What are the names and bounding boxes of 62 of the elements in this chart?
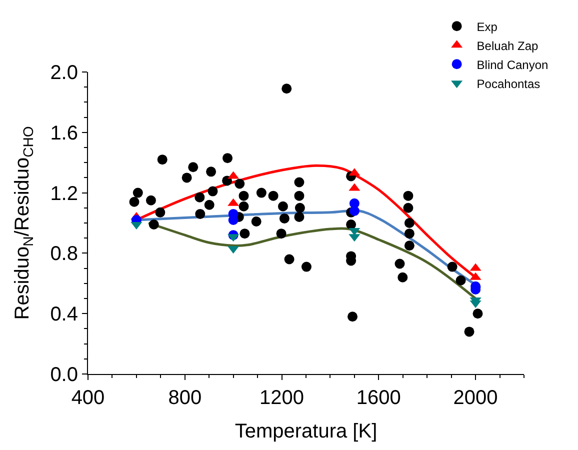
point xyxy=(294,190,304,201)
y-tick-label: 0.0 xyxy=(50,364,78,386)
x-tick-label: 2000 xyxy=(453,387,498,409)
point xyxy=(278,201,288,212)
point xyxy=(348,312,358,322)
point xyxy=(349,206,360,216)
point xyxy=(284,254,294,264)
point xyxy=(276,228,286,239)
point xyxy=(194,192,205,202)
legend-label: Exp xyxy=(476,20,498,34)
point xyxy=(301,262,312,272)
point xyxy=(195,208,206,219)
point xyxy=(472,308,483,319)
x-tick-label: 1200 xyxy=(260,387,304,409)
legend-label: Blind Canyon xyxy=(476,58,548,72)
point xyxy=(188,162,198,172)
point xyxy=(157,154,168,165)
point xyxy=(464,326,474,337)
point xyxy=(346,220,356,230)
x-tick-label: 1600 xyxy=(356,387,401,409)
point xyxy=(222,176,232,186)
point xyxy=(238,201,249,212)
point xyxy=(204,200,214,210)
y-tick-label: 1.6 xyxy=(50,122,78,144)
point xyxy=(155,207,166,218)
y-tick-label: 1.2 xyxy=(50,182,78,205)
point xyxy=(132,188,143,198)
point xyxy=(240,228,250,239)
x-tick-label: 800 xyxy=(168,387,202,409)
point xyxy=(238,190,249,201)
point xyxy=(294,202,305,213)
point xyxy=(404,218,414,228)
point xyxy=(206,166,216,177)
point xyxy=(403,202,414,213)
point xyxy=(208,186,218,196)
point xyxy=(456,275,466,286)
legend-label: Beluah Zap xyxy=(476,38,539,53)
point xyxy=(394,258,405,269)
point xyxy=(256,188,266,198)
point xyxy=(182,172,192,183)
point xyxy=(146,195,156,206)
point xyxy=(403,190,414,201)
point xyxy=(268,190,278,201)
point xyxy=(447,262,458,272)
legend-label: Pocahontas xyxy=(476,76,540,91)
y-tick-label: 0.4 xyxy=(50,304,78,326)
point xyxy=(129,196,140,207)
point xyxy=(282,84,292,94)
point xyxy=(148,220,159,230)
point xyxy=(222,153,233,164)
x-tick-label: 400 xyxy=(71,387,105,409)
point xyxy=(279,213,290,224)
point xyxy=(294,212,304,222)
y-tick-label: 2.0 xyxy=(50,62,78,84)
point xyxy=(294,177,304,188)
y-tick-label: 0.8 xyxy=(50,243,78,266)
point xyxy=(404,228,414,239)
x-axis-title: Temperatura [K] xyxy=(234,420,378,442)
point xyxy=(404,240,414,251)
point xyxy=(234,178,245,189)
point xyxy=(251,216,262,226)
point xyxy=(398,272,408,282)
